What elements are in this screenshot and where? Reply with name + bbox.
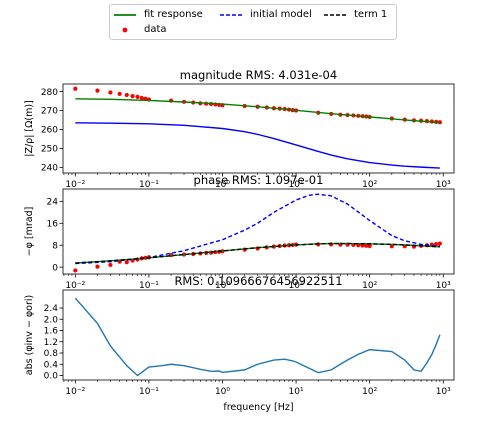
- y-tick-label: 1.2: [44, 338, 58, 348]
- legend-swatch-term: [324, 14, 346, 16]
- axes-frame: [62, 188, 455, 275]
- series-group: [74, 297, 441, 377]
- x-tick-label: 10⁰: [215, 387, 230, 397]
- data-point: [108, 90, 113, 95]
- y-axis-label: −φ [mrad]: [24, 207, 35, 257]
- series-group: [73, 86, 442, 169]
- x-tick-label: 10⁻¹: [139, 387, 159, 397]
- data-point: [73, 86, 78, 91]
- y-tick-label: 1.6: [44, 327, 59, 337]
- data-point: [124, 92, 129, 98]
- x-tick-label: 10¹: [289, 281, 304, 291]
- x-tick-label: 10⁻¹: [139, 281, 159, 291]
- axes-frame: [62, 289, 455, 381]
- series-line-initial-model: [75, 193, 440, 265]
- x-tick-label: 10⁻²: [65, 180, 85, 190]
- legend-label-term: term 1: [354, 9, 388, 20]
- y-tick-label: 240: [41, 164, 58, 174]
- x-tick-label: 10⁻²: [65, 281, 85, 291]
- x-tick-label: 10³: [436, 180, 451, 190]
- data-point: [367, 243, 372, 249]
- y-tick-label: 280: [41, 88, 58, 98]
- panel-3: 10⁻² 10⁻¹ 10⁰ 10¹ 10² 10³ 0.0 0.40.81.21.6 2.02.…: [24, 274, 455, 413]
- panel-title: phase RMS: 1.097e-01: [194, 173, 324, 187]
- data-point: [108, 262, 113, 268]
- y-axis-label: abs (φinv − φori): [24, 295, 35, 375]
- y-tick-label: 0.8: [44, 349, 59, 359]
- y-tick-label: 0.4: [44, 360, 59, 370]
- x-tick-label: 10⁰: [215, 281, 230, 291]
- y-tick-label: 270: [41, 107, 58, 117]
- x-tick-label: 10²: [362, 281, 377, 291]
- y-tick-label: 250: [41, 145, 58, 155]
- legend: fit response initial model term 1 data: [109, 4, 397, 40]
- x-tick-label: 10¹: [289, 387, 304, 397]
- data-point: [135, 94, 140, 99]
- y-tick-label: 0: [52, 263, 58, 273]
- panel-title: magnitude RMS: 4.031e-04: [180, 68, 337, 82]
- x-tick-label: 10⁰: [215, 180, 230, 190]
- legend-label-data: data: [144, 24, 167, 35]
- y-tick-label: 24: [47, 198, 59, 208]
- x-tick-label: 10³: [436, 387, 451, 397]
- y-tick-label: 8: [52, 241, 58, 251]
- data-point: [95, 264, 100, 269]
- series-line-term-1: [75, 242, 440, 264]
- x-axis-label: frequency [Hz]: [223, 402, 293, 413]
- panel-title: RMS: 0.10966676456922511: [174, 274, 342, 288]
- y-tick-label: 16: [47, 219, 59, 229]
- data-point: [389, 244, 394, 249]
- series-line-initial-model: [75, 122, 440, 169]
- data-point: [117, 91, 122, 96]
- x-tick-label: 10⁻¹: [139, 180, 159, 190]
- x-tick-label: 10²: [362, 180, 377, 190]
- y-tick-label: 0.0: [44, 372, 59, 382]
- legend-label-fit: fit response: [144, 9, 203, 20]
- series-group: [73, 193, 442, 273]
- panel-2: 10⁻² 10⁻¹ 10⁰ 10¹ 10² 10³ 0 8 16 24 phase RMS: 1.0…: [24, 173, 455, 291]
- data-point: [139, 95, 144, 101]
- data-point: [437, 241, 442, 246]
- data-point: [124, 260, 129, 265]
- x-tick-label: 10³: [436, 281, 451, 291]
- y-tick-label: 2.4: [44, 304, 59, 314]
- x-tick-label: 10¹: [289, 180, 304, 190]
- y-axis-label: |Z/ρ| [Ω(m)]: [24, 100, 35, 157]
- y-tick-label: 260: [41, 126, 58, 136]
- data-point: [364, 243, 369, 248]
- series-line-residual: [74, 297, 441, 377]
- series-line-fit-response: [75, 98, 440, 124]
- legend-swatch-initial-model: [220, 14, 242, 16]
- x-tick-label: 10⁻²: [65, 387, 85, 397]
- data-point: [73, 268, 78, 273]
- data-point: [95, 88, 100, 93]
- axes-frame: [62, 83, 455, 174]
- y-tick-label: 2.0: [44, 315, 59, 325]
- panel-1: 10⁻² 10⁻¹ 10⁰ 10¹ 10² 10³ 240 250 260 270 280 magni…: [24, 68, 455, 190]
- legend-swatch-data: [122, 27, 128, 33]
- legend-swatch-fit: [114, 14, 136, 16]
- data-point: [130, 94, 135, 99]
- legend-label-initial-model: initial model: [250, 9, 312, 20]
- x-tick-label: 10²: [362, 387, 377, 397]
